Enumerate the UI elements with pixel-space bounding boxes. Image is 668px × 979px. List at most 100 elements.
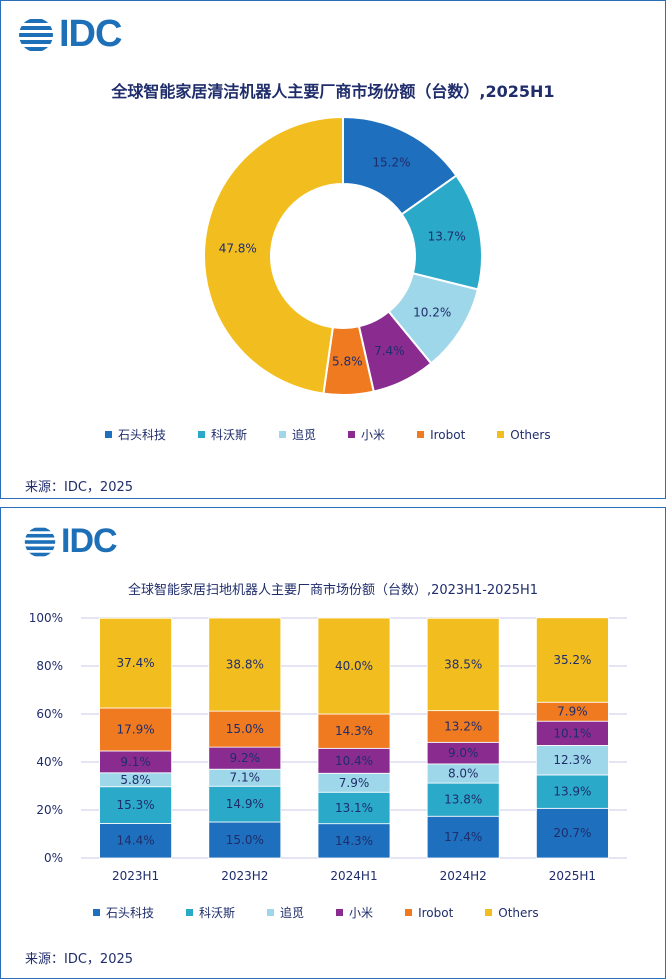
bar-segment-label: 14.9%: [226, 797, 264, 811]
donut-slice-label: 15.2%: [372, 155, 410, 169]
legend-swatch: [279, 431, 287, 438]
donut-chart-title: 全球智能家居清洁机器人主要厂商市场份额（台数）,2025H1: [111, 82, 555, 101]
bar-segment-label: 14.3%: [335, 834, 373, 848]
bar-segment-小米: [317, 747, 391, 774]
legend-item: 小米: [336, 904, 373, 921]
legend-item: 石头科技: [105, 426, 166, 443]
bar-segment-label: 9.0%: [448, 746, 479, 760]
legend-item: Others: [485, 905, 539, 920]
bar-segment-label: 7.9%: [557, 705, 588, 719]
bar-segment-石头科技: [426, 815, 500, 859]
bar-segment-label: 20.7%: [553, 826, 591, 840]
bar-segment-科沃斯: [536, 774, 609, 809]
bar-segment-追觅: [536, 745, 609, 776]
bar-segment-label: 13.8%: [444, 793, 482, 807]
idc-globe-icon: [19, 18, 53, 51]
bar-segment-石头科技: [317, 823, 391, 859]
legend-swatch: [93, 909, 100, 916]
donut-slice-label: 7.4%: [374, 344, 405, 358]
bar-segment-label: 17.4%: [444, 830, 482, 844]
bar-segment-Others: [208, 617, 282, 712]
legend-item: Irobot: [417, 428, 465, 442]
legend-swatch: [497, 431, 505, 438]
bar-segment-label: 9.1%: [120, 755, 151, 769]
y-tick-label: 20%: [36, 803, 63, 817]
bar-segment-label: 15.3%: [117, 798, 155, 812]
donut-chart-panel: IDC 全球智能家居清洁机器人主要厂商市场份额（台数）,2025H1 15.2%…: [0, 0, 666, 499]
legend-swatch: [348, 431, 356, 438]
legend-item: 科沃斯: [198, 426, 247, 443]
y-tick-label: 80%: [36, 659, 63, 673]
legend-item: 科沃斯: [186, 904, 235, 921]
legend-label: Others: [498, 905, 539, 920]
bar-segment-Irobot: [99, 707, 172, 752]
bar-source: 来源：IDC，2025: [25, 952, 134, 967]
bar-segment-label: 7.9%: [339, 776, 370, 790]
donut-legend: 石头科技 科沃斯 追觅 小米 Irobot Others: [105, 426, 583, 443]
legend-item: 追觅: [279, 426, 316, 443]
legend-label: 小米: [361, 428, 386, 442]
legend-label: 追觅: [292, 428, 317, 442]
bar-segment-label: 14.4%: [117, 834, 155, 848]
x-tick-label: 2023H2: [221, 869, 268, 883]
bar-segment-石头科技: [536, 807, 609, 859]
legend-item: Others: [497, 428, 551, 442]
bar-segment-Irobot: [426, 710, 500, 743]
donut-source: 来源：IDC，2025: [25, 480, 134, 495]
idc-globe-icon: [24, 527, 56, 556]
x-tick-label: 2025H1: [549, 869, 596, 883]
legend-item: Irobot: [405, 906, 453, 920]
legend-swatch: [405, 909, 413, 916]
legend-item: 小米: [348, 426, 385, 443]
legend-item: 石头科技: [93, 904, 154, 921]
legend-swatch: [198, 431, 206, 438]
y-tick-label: 0%: [44, 851, 63, 865]
bar-segment-label: 13.2%: [444, 719, 482, 733]
bar-segment-石头科技: [99, 823, 172, 859]
bar-segment-label: 15.0%: [226, 722, 264, 736]
legend-label: 小米: [349, 906, 374, 920]
bar-segment-Irobot: [208, 710, 282, 748]
bar-segment-Irobot: [317, 713, 391, 749]
legend-label: 追觅: [280, 906, 305, 920]
legend-label: Irobot: [418, 905, 454, 920]
y-tick-label: 40%: [36, 755, 63, 769]
legend-item: 追觅: [267, 904, 304, 921]
y-tick-label: 100%: [29, 611, 63, 625]
y-tick-label: 60%: [36, 707, 63, 721]
legend-label: 石头科技: [106, 906, 155, 920]
bar-segment-label: 15.0%: [226, 833, 264, 847]
bar-segment-科沃斯: [99, 786, 172, 824]
bar-segment-科沃斯: [426, 782, 500, 817]
bar-segment-Others: [317, 617, 391, 715]
x-tick-label: 2023H1: [112, 869, 159, 883]
legend-label: 石头科技: [118, 428, 167, 442]
bar-segment-label: 10.4%: [335, 754, 373, 768]
bar-segment-label: 9.2%: [230, 751, 261, 765]
legend-label: Irobot: [430, 427, 466, 442]
bar-segment-label: 35.2%: [553, 653, 591, 667]
x-tick-label: 2024H1: [330, 869, 377, 883]
bar-segment-label: 7.1%: [230, 771, 261, 785]
bar-chart-title: 全球智能家居扫地机器人主要厂商市场份额（台数）,2023H1-2025H1: [127, 583, 539, 598]
legend-swatch: [336, 909, 344, 916]
bar-segment-科沃斯: [208, 785, 282, 823]
legend-swatch: [186, 909, 194, 916]
logo-text: IDC: [61, 522, 118, 560]
bar-segment-label: 5.8%: [120, 773, 151, 787]
bar-segment-label: 10.1%: [553, 726, 591, 740]
stacked-bar-chart-panel: IDC 全球智能家居扫地机器人主要厂商市场份额（台数）,2023H1-2025H…: [0, 507, 666, 979]
bar-segment-label: 40.0%: [335, 659, 373, 673]
bar-segment-label: 17.9%: [117, 722, 155, 736]
bar-segment-label: 12.3%: [553, 753, 591, 767]
bar-segment-label: 13.9%: [553, 785, 591, 799]
bar-segment-Others: [426, 617, 500, 712]
donut-slice-label: 13.7%: [428, 229, 466, 243]
bar-segment-Others: [536, 617, 609, 703]
legend-swatch: [267, 909, 275, 916]
stacked-bar-chart: 0% 20% 40% 60% 80% 100% 14.4% 15.3% 5.8% 9.1% 17.9…: [29, 611, 627, 883]
donut-slice-label: 47.8%: [219, 242, 257, 256]
idc-logo: IDC: [17, 13, 122, 56]
bar-segment-石头科技: [208, 821, 282, 859]
legend-swatch: [417, 431, 425, 438]
